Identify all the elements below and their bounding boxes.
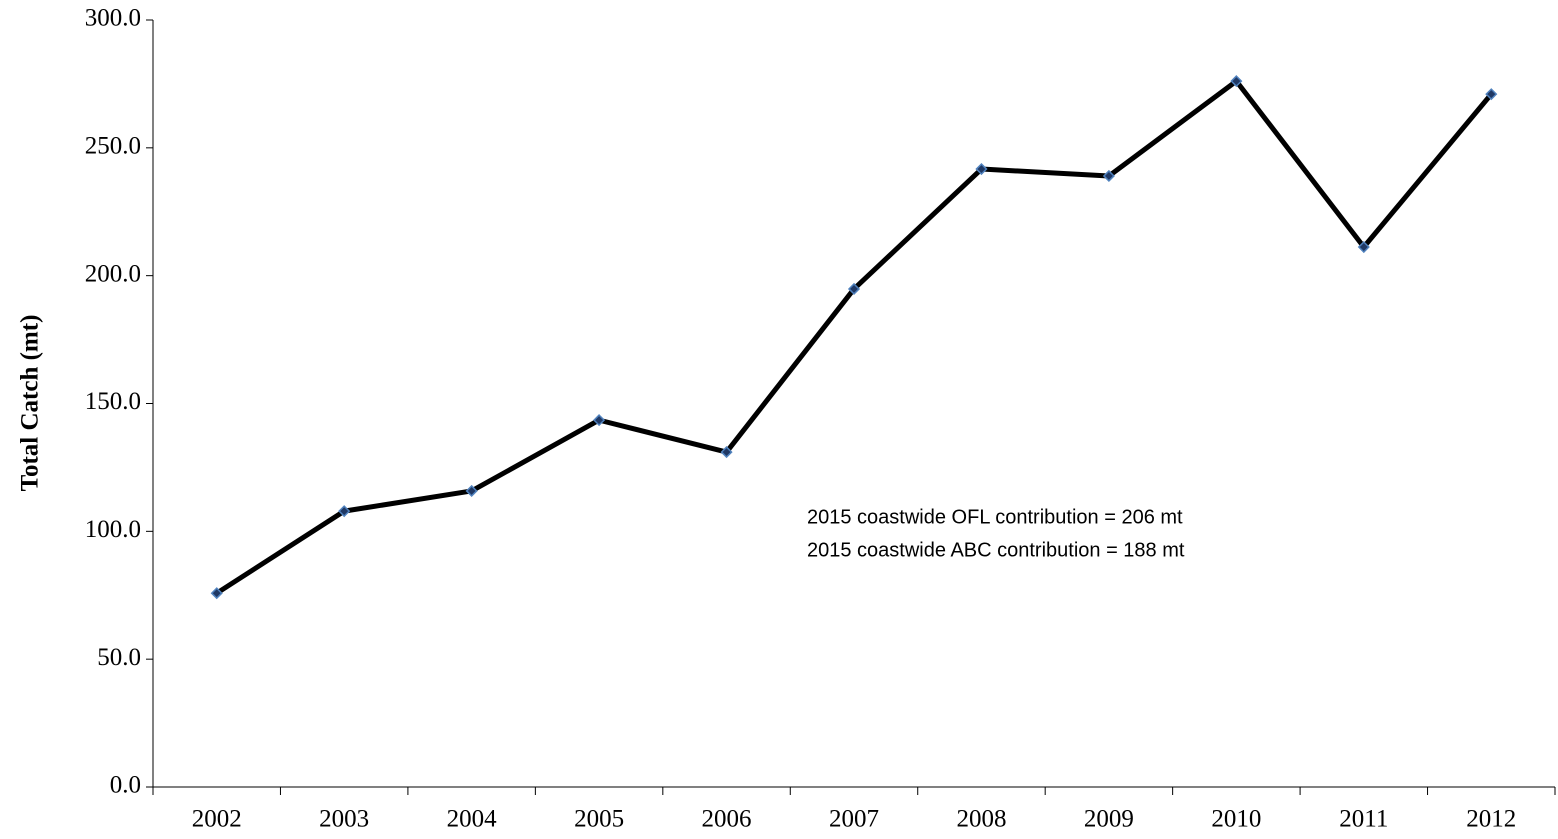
x-tick-label: 2012 xyxy=(1466,806,1516,833)
data-marker xyxy=(720,446,733,459)
x-tick-label: 2009 xyxy=(1084,806,1134,833)
annotation: 2015 coastwide OFL contribution = 206 mt xyxy=(807,506,1183,528)
data-marker xyxy=(210,587,223,600)
data-marker xyxy=(847,282,861,296)
y-tick-label: 200.0 xyxy=(85,260,141,287)
x-tick-label: 2004 xyxy=(447,806,498,833)
annotation: 2015 coastwide ABC contribution = 188 mt xyxy=(807,539,1185,561)
y-tick-label: 0.0 xyxy=(110,772,141,799)
y-tick-label: 100.0 xyxy=(85,516,141,543)
x-tick-label: 2007 xyxy=(829,806,879,833)
data-marker xyxy=(975,162,988,176)
data-marker xyxy=(1357,240,1370,254)
x-tick-label: 2005 xyxy=(574,806,624,833)
data-marker xyxy=(1485,88,1498,101)
y-tick-label: 50.0 xyxy=(97,644,141,671)
data-marker xyxy=(338,505,351,518)
x-tick-label: 2002 xyxy=(192,806,242,833)
x-tick-label: 2010 xyxy=(1211,806,1261,833)
x-tick-label: 2003 xyxy=(319,806,369,833)
data-marker xyxy=(593,414,606,427)
data-marker xyxy=(1230,75,1243,88)
x-tick-label: 2008 xyxy=(956,806,1006,833)
y-tick-label: 250.0 xyxy=(85,133,141,160)
y-tick-label: 300.0 xyxy=(85,5,141,32)
y-axis-label: Total Catch (mt) xyxy=(17,315,44,492)
x-tick-label: 2011 xyxy=(1339,806,1388,833)
data-marker xyxy=(465,484,478,497)
y-tick-label: 150.0 xyxy=(85,388,141,415)
x-tick-label: 2006 xyxy=(702,806,752,833)
data-marker xyxy=(1102,169,1115,183)
